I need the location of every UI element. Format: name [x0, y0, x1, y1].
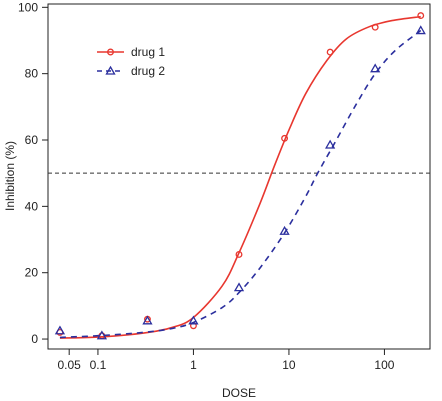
- data-point-drug-2: [188, 315, 199, 325]
- data-point-drug-2: [415, 25, 426, 35]
- data-point-drug-2: [233, 282, 245, 292]
- legend-marker-drug-1: [107, 48, 114, 56]
- data-point-drug-2: [142, 315, 153, 325]
- data-point-drug-2: [279, 225, 290, 235]
- plot-frame: [47, 3, 431, 350]
- data-point-drug-2: [370, 63, 381, 73]
- data-point-drug-1: [326, 48, 334, 56]
- axis-layer: 0.05 0.1 1 10 100 0 20 40 60 80 100: [18, 0, 395, 372]
- y-tick-label: 20: [25, 266, 39, 280]
- x-axis-title: DOSE: [222, 386, 256, 400]
- legend-marker-drug-2: [105, 65, 116, 75]
- y-tick-label: 0: [31, 332, 38, 346]
- legend: drug 1 drug 2: [97, 45, 165, 78]
- x-tick-label: 0.1: [90, 358, 107, 372]
- x-tick-label: 0.05: [58, 358, 82, 372]
- data-point-drug-1: [235, 251, 243, 258]
- fit-curve-drug-2: [59, 29, 422, 339]
- data-point-drug-2: [54, 325, 66, 335]
- data-point-drug-1: [281, 134, 289, 142]
- data-point-drug-2: [325, 139, 336, 149]
- legend-label-drug-2: drug 2: [131, 64, 165, 78]
- series-layer: [54, 12, 426, 340]
- x-tick-label: 1: [190, 358, 197, 372]
- data-point-drug-1: [417, 12, 425, 20]
- fit-curve-drug-1: [59, 15, 421, 339]
- data-point-drug-2: [96, 330, 108, 340]
- y-tick-label: 60: [25, 133, 39, 147]
- y-tick-label: 80: [25, 67, 39, 81]
- x-tick-label: 10: [282, 358, 296, 372]
- legend-label-drug-1: drug 1: [131, 45, 165, 59]
- y-tick-label: 40: [25, 199, 39, 213]
- x-tick-label: 100: [374, 358, 394, 372]
- data-point-drug-1: [371, 23, 379, 31]
- y-axis-title: Inhibition (%): [3, 141, 17, 211]
- y-tick-label: 100: [18, 0, 38, 14]
